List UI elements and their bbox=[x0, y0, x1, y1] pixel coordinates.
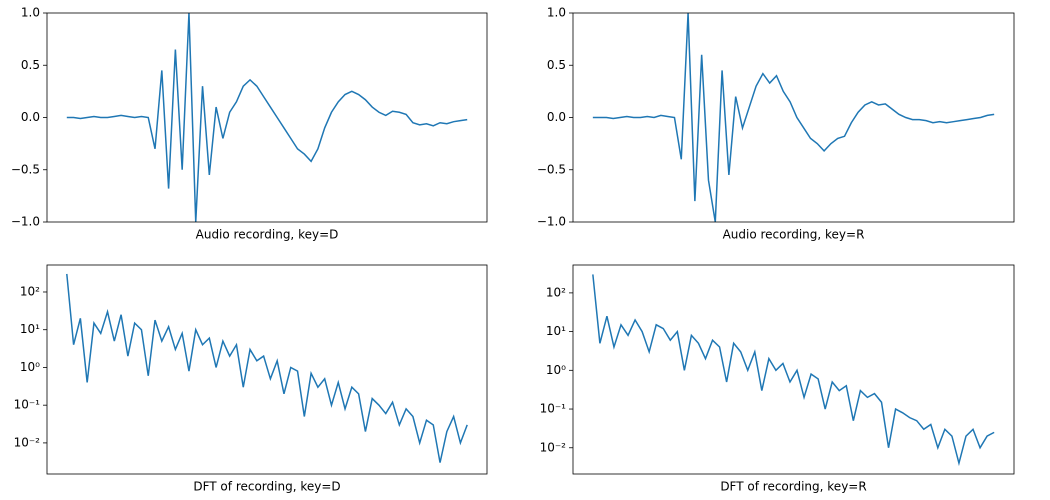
axes-frame bbox=[46, 264, 488, 475]
x-axis-label: DFT of recording, key=R bbox=[720, 480, 866, 494]
y-tick-label: 10¹ bbox=[20, 322, 40, 336]
axes-frame bbox=[572, 264, 1015, 475]
axes-frame bbox=[46, 12, 488, 223]
y-tick-label: 10¹ bbox=[546, 324, 566, 338]
y-tick-label: 1.0 bbox=[547, 6, 566, 20]
y-tick-label: 0.0 bbox=[21, 110, 40, 124]
y-tick-label: 10⁻² bbox=[540, 440, 567, 454]
data-line bbox=[592, 274, 995, 467]
axes-frame bbox=[572, 12, 1015, 223]
y-tick-label: −1.0 bbox=[537, 215, 566, 229]
y-tick-label: 10² bbox=[546, 285, 566, 299]
y-tick-label: 10² bbox=[20, 284, 40, 298]
y-tick-label: 1.0 bbox=[21, 6, 40, 20]
y-tick-label: 0.5 bbox=[547, 58, 566, 72]
x-axis-label: Audio recording, key=R bbox=[723, 228, 865, 242]
x-axis-label: DFT of recording, key=D bbox=[193, 480, 340, 494]
y-tick-label: 10⁰ bbox=[546, 363, 566, 377]
y-tick-label: −0.5 bbox=[11, 162, 40, 176]
y-tick-label: 10⁻¹ bbox=[540, 402, 567, 416]
y-tick-label: 10⁻² bbox=[14, 435, 41, 449]
y-tick-label: 10⁻¹ bbox=[14, 398, 41, 412]
y-tick-label: 0.5 bbox=[21, 58, 40, 72]
y-tick-label: −1.0 bbox=[11, 215, 40, 229]
data-line bbox=[66, 13, 468, 222]
data-line bbox=[66, 273, 468, 463]
x-axis-label: Audio recording, key=D bbox=[196, 228, 339, 242]
y-tick-label: 0.0 bbox=[547, 110, 566, 124]
data-line bbox=[592, 13, 995, 222]
y-tick-label: 10⁰ bbox=[20, 360, 40, 374]
y-tick-label: −0.5 bbox=[537, 162, 566, 176]
